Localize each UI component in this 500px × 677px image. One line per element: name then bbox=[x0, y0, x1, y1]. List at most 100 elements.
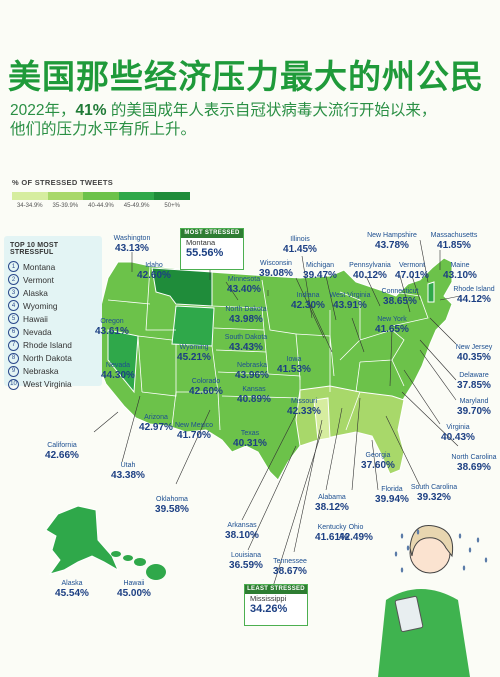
rank-badge: 1 bbox=[8, 261, 19, 273]
legend-title: % OF STRESSED TWEETS bbox=[12, 178, 114, 187]
state-value: 38.69% bbox=[457, 462, 491, 473]
state-label-delaware: Delaware 37.85% bbox=[434, 372, 500, 392]
legend-swatch bbox=[118, 192, 155, 200]
state-value: 40.89% bbox=[237, 394, 271, 405]
state-name: Pennsylvania bbox=[349, 262, 391, 269]
state-label-connecticut: Connecticut 38.65% bbox=[360, 288, 440, 308]
hawaii-shape bbox=[111, 551, 166, 580]
state-label-illinois: Illinois 41.45% bbox=[260, 236, 340, 256]
state-name: Hawaii bbox=[123, 580, 145, 587]
state-name: Georgia bbox=[365, 452, 391, 459]
state-name: Alabama bbox=[318, 494, 346, 501]
state-label-nevada: Nevada 44.30% bbox=[78, 362, 158, 382]
top10-item: 1 Montana bbox=[8, 260, 98, 273]
state-label-maine: Maine 43.10% bbox=[420, 262, 500, 282]
state-name: North Carolina bbox=[451, 454, 497, 461]
montana-shape bbox=[151, 267, 213, 307]
subtitle-highlight: 41% bbox=[75, 102, 107, 119]
state-value: 40.12% bbox=[353, 270, 387, 281]
state-borders bbox=[107, 265, 429, 431]
state-value: 42.97% bbox=[139, 422, 173, 433]
state-name: Massachusetts bbox=[430, 232, 478, 239]
state-value: 43.98% bbox=[229, 314, 263, 325]
state-value: 43.10% bbox=[443, 270, 477, 281]
state-name: Kentucky bbox=[317, 524, 347, 531]
state-label-alabama: Alabama 38.12% bbox=[292, 494, 372, 514]
rank-badge: 10 bbox=[8, 378, 19, 390]
state-value: 45.21% bbox=[177, 352, 211, 363]
state-name: Indiana bbox=[296, 292, 320, 299]
state-value: 44.12% bbox=[457, 294, 491, 305]
state-value: 43.91% bbox=[333, 300, 367, 311]
state-name: Connecticut bbox=[381, 288, 419, 295]
state-value: 39.47% bbox=[303, 270, 337, 281]
top10-state: Nevada bbox=[23, 327, 52, 338]
state-value: 36.59% bbox=[229, 560, 263, 571]
state-value: 42.66% bbox=[45, 450, 79, 461]
alaska-shape bbox=[45, 505, 120, 575]
least-stressed-callout: LEAST STRESSED Mississippi 34.26% bbox=[244, 584, 308, 626]
state-label-arkansas: Arkansas 38.10% bbox=[202, 522, 282, 542]
state-value: 37.60% bbox=[361, 460, 395, 471]
state-label-georgia: Georgia 37.60% bbox=[338, 452, 418, 472]
legend-label: 40-44.9% bbox=[88, 203, 114, 209]
least-stressed-state: Mississippi bbox=[250, 594, 287, 603]
state-label-oklahoma: Oklahoma 39.58% bbox=[132, 496, 212, 516]
subtitle: 2022年，41% 的美国成年人表示自冠状病毒大流行开始以来， 他们的压力水平有… bbox=[10, 101, 490, 139]
rank-badge: 7 bbox=[8, 339, 19, 351]
legend-labels: 34-34.9% 35-39.9% 40-44.9% 45-49.9% 50+% bbox=[12, 203, 190, 209]
state-label-missouri: Missouri 42.33% bbox=[264, 398, 344, 418]
rank-badge: 4 bbox=[8, 300, 19, 312]
state-value: 42.60% bbox=[189, 386, 223, 397]
subtitle-part2: 的美国成年人表示自冠状病毒大流行开始以来， bbox=[106, 102, 437, 119]
state-label-new-jersey: New Jersey 40.35% bbox=[434, 344, 500, 364]
state-value: 39.58% bbox=[155, 504, 189, 515]
state-label-louisiana: Louisiana 36.59% bbox=[206, 552, 286, 572]
state-label-florida: Florida 39.94% bbox=[352, 486, 432, 506]
state-label-minnesota: Minnesota 43.40% bbox=[204, 276, 284, 296]
state-value: 41.70% bbox=[177, 430, 211, 441]
state-name: California bbox=[47, 442, 77, 449]
rank-badge: 8 bbox=[8, 352, 19, 364]
state-name: Rhode Island bbox=[453, 286, 495, 293]
state-label-vermont: Vermont 47.01% bbox=[372, 262, 452, 282]
state-label-tennessee: Tennessee 38.67% bbox=[250, 558, 330, 578]
state-label-virginia: Virginia 40.43% bbox=[418, 424, 498, 444]
state-name: Oregon bbox=[100, 318, 124, 325]
subtitle-part1: 2022年， bbox=[10, 102, 76, 119]
state-label-idaho: Idaho 42.60% bbox=[114, 262, 194, 282]
state-value: 41.65% bbox=[375, 324, 409, 335]
state-label-ohio: Ohio 42.49% bbox=[316, 524, 396, 544]
state-value: 41.61% bbox=[315, 532, 349, 543]
state-label-new-york: New York 41.65% bbox=[352, 316, 432, 336]
legend-label: 34-34.9% bbox=[16, 203, 43, 209]
legend-swatch bbox=[12, 192, 48, 200]
top10-item: 2 Vermont bbox=[8, 273, 98, 286]
rank-badge: 2 bbox=[8, 274, 19, 286]
state-value: 40.35% bbox=[457, 352, 491, 363]
state-label-west-virginia: West Virginia 43.91% bbox=[310, 292, 390, 312]
state-label-massachusetts: Massachusetts 41.85% bbox=[414, 232, 494, 252]
vermont-shape bbox=[427, 281, 435, 303]
top10-item: 7 Rhode Island bbox=[8, 339, 98, 352]
state-name: Illinois bbox=[290, 236, 310, 243]
least-stressed-value: 34.26% bbox=[250, 603, 288, 615]
mississippi-shape bbox=[313, 397, 331, 441]
legend: % OF STRESSED TWEETS 34-34.9% 35-39.9% 4… bbox=[12, 178, 190, 214]
state-name: Utah bbox=[120, 462, 136, 469]
most-stressed-header: MOST STRESSED bbox=[181, 229, 243, 238]
top10-item: 10 West Virginia bbox=[8, 378, 98, 391]
state-name: Texas bbox=[240, 430, 260, 437]
state-value: 38.67% bbox=[273, 566, 307, 577]
state-label-wyoming: Wyoming 45.21% bbox=[154, 344, 234, 364]
state-value: 38.10% bbox=[225, 530, 259, 541]
state-value: 41.85% bbox=[437, 240, 471, 251]
state-label-pennsylvania: Pennsylvania 40.12% bbox=[330, 262, 410, 282]
state-value: 43.38% bbox=[111, 470, 145, 481]
legend-label: 45-49.9% bbox=[123, 203, 150, 209]
state-label-kansas: Kansas 40.89% bbox=[214, 386, 294, 406]
state-value: 42.49% bbox=[339, 532, 373, 543]
state-name: Nebraska bbox=[237, 362, 267, 369]
state-label-new-mexico: New Mexico 41.70% bbox=[154, 422, 234, 442]
